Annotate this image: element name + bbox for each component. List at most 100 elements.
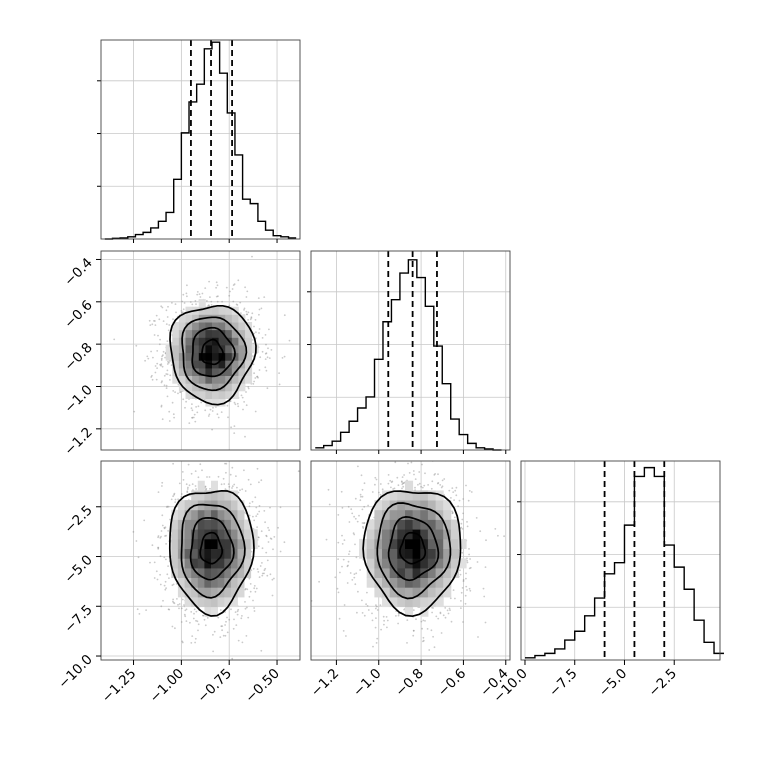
scatter-point [397, 612, 400, 615]
scatter-point [222, 477, 225, 480]
scatter-point [231, 288, 234, 290]
scatter-point [225, 462, 228, 465]
scatter-point [361, 612, 364, 614]
scatter-point [337, 514, 340, 516]
density-cell [197, 529, 205, 540]
density-cell [237, 500, 245, 511]
contour-line [168, 489, 255, 617]
scatter-point [363, 505, 366, 508]
scatter-point [386, 619, 389, 622]
density-cell [211, 577, 218, 588]
density-cell [171, 519, 179, 530]
scatter-point [169, 374, 172, 377]
scatter-point [154, 371, 157, 374]
scatter-point [204, 287, 207, 289]
density-cell [212, 367, 219, 376]
scatter-point [188, 422, 191, 424]
scatter-point [423, 484, 426, 487]
scatter-point [228, 485, 231, 488]
scatter-point [348, 550, 351, 553]
scatter-point [240, 312, 242, 314]
scatter-point [194, 641, 197, 644]
density-cell [366, 558, 375, 569]
scatter-point [233, 432, 236, 434]
scatter-point [180, 311, 183, 314]
scatter-point [382, 615, 385, 618]
scatter-point [431, 611, 433, 614]
scatter-point [253, 585, 256, 587]
scatter-point [422, 619, 425, 622]
density-cell [205, 390, 213, 399]
scatter-point [354, 543, 356, 546]
scatter-point [236, 304, 239, 306]
scatter-point [216, 300, 219, 303]
density-cell [405, 509, 414, 520]
y-tick-label: −0.4 [61, 255, 95, 289]
scatter-point [160, 363, 163, 366]
scatter-point [245, 310, 248, 313]
density-cell [192, 337, 200, 346]
density-cell [250, 529, 258, 540]
scatter-point [195, 406, 198, 408]
scatter-point [206, 300, 208, 302]
density-cell [382, 490, 391, 501]
density-cell [224, 587, 232, 598]
density-cell [405, 480, 414, 491]
scatter-point [245, 635, 248, 637]
scatter-point [244, 601, 246, 603]
scatter-point [168, 420, 171, 422]
density-cell [435, 519, 444, 530]
scatter-point [167, 565, 170, 567]
scatter-point [256, 568, 259, 570]
density-cell [184, 519, 192, 530]
scatter-point [183, 302, 186, 304]
density-cell [204, 587, 212, 598]
scatter-point [427, 484, 429, 486]
scatter-point [371, 612, 373, 615]
density-cell [450, 529, 459, 540]
scatter-point [202, 614, 204, 617]
scatter-point [167, 305, 169, 308]
scatter-point [406, 642, 408, 644]
scatter-point [477, 636, 479, 638]
scatter-point [217, 457, 219, 459]
density-cell [192, 322, 200, 331]
scatter-point [375, 605, 378, 608]
scatter-point [354, 497, 357, 500]
scatter-point [432, 635, 434, 638]
scatter-point [215, 295, 218, 298]
scatter-point [156, 362, 159, 365]
scatter-point [212, 406, 214, 409]
density-cell [366, 519, 375, 530]
scatter-point [412, 609, 415, 611]
scatter-point [258, 332, 260, 334]
scatter-point [357, 465, 359, 468]
scatter-point [199, 296, 202, 298]
density-cell [412, 558, 421, 569]
scatter-point [359, 569, 361, 571]
scatter-point [246, 606, 248, 609]
density-cell [237, 558, 245, 569]
density-cell [237, 538, 245, 549]
scatter-point [440, 632, 443, 634]
scatter-point [181, 640, 184, 643]
scatter-point [374, 626, 377, 629]
scatter-point [180, 310, 183, 312]
scatter-point [151, 544, 154, 547]
scatter-point [204, 624, 207, 627]
scatter-point [466, 589, 468, 591]
scatter-point [160, 359, 163, 361]
scatter-point [210, 304, 213, 306]
density-cell [366, 577, 375, 588]
scatter-point [281, 357, 284, 359]
scatter-point [245, 404, 248, 407]
density-cell [389, 509, 398, 520]
scatter-point [152, 356, 154, 359]
scatter-point [249, 318, 252, 321]
density-cell [374, 577, 383, 588]
scatter-point [215, 286, 218, 289]
scatter-point [271, 594, 274, 597]
scatter-point [327, 488, 330, 491]
scatter-point [374, 476, 377, 479]
density-cell [185, 383, 193, 392]
